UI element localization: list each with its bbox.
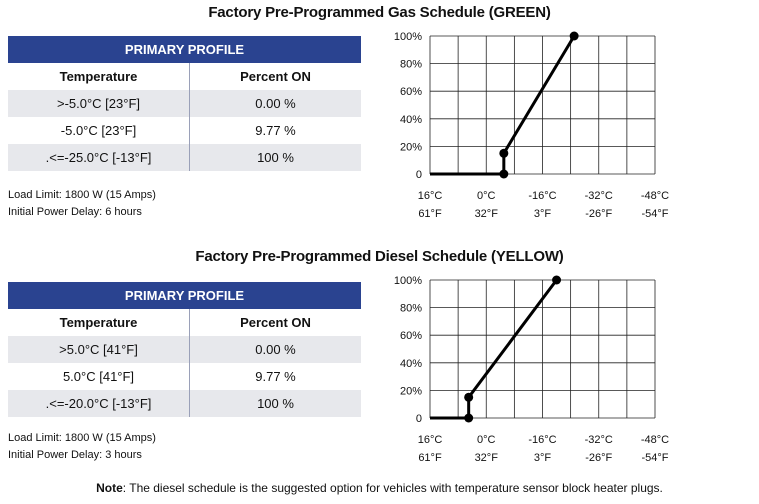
grid: [429, 35, 656, 175]
x-tick-label-celsius: 16°C: [418, 190, 443, 202]
temperature-cell: -5.0°C [23°F]: [8, 117, 190, 144]
x-tick-label-celsius: -32°C: [585, 190, 613, 202]
table-row: .<=-20.0°C [-13°F] 100 %: [8, 390, 361, 417]
gas-schedule-chart: 0 20% 40% 60% 80% 100% 16°C 0°C -16°C -32°C -48°C 6…: [394, 31, 669, 220]
series-line: [430, 35, 576, 176]
x-tick-label-celsius: -48°C: [641, 190, 669, 202]
data-point: [499, 148, 509, 158]
y-tick-label: 0: [416, 169, 422, 181]
y-tick-label: 80%: [400, 303, 422, 315]
x-tick-label-fahrenheit: 32°F: [475, 452, 499, 464]
temperature-cell: >-5.0°C [23°F]: [8, 90, 190, 117]
table-row: >-5.0°C [23°F] 0.00 %: [8, 90, 361, 117]
diesel-col-percent: Percent ON: [189, 309, 361, 336]
x-tick-label-fahrenheit: 3°F: [534, 208, 552, 220]
y-tick-label: 0: [416, 413, 422, 425]
gas-col-percent: Percent ON: [189, 63, 361, 90]
diesel-power-delay: Initial Power Delay: 3 hours: [8, 449, 142, 461]
data-point: [499, 169, 509, 179]
data-point: [464, 413, 474, 423]
footnote-text: : The diesel schedule is the suggested o…: [122, 481, 663, 495]
gas-notes: Load Limit: 1800 W (15 Amps) Initial Pow…: [8, 187, 156, 221]
series-line: [430, 279, 558, 420]
temperature-cell: .<=-20.0°C [-13°F]: [8, 390, 190, 417]
diesel-profile-header: PRIMARY PROFILE: [8, 282, 361, 309]
table-row: 5.0°C [41°F] 9.77 %: [8, 363, 361, 390]
x-tick-label-celsius: -16°C: [528, 190, 556, 202]
x-tick-label-celsius: -32°C: [585, 434, 613, 446]
table-row: .<=-25.0°C [-13°F] 100 %: [8, 144, 361, 171]
temperature-cell: .<=-25.0°C [-13°F]: [8, 144, 190, 171]
gas-col-temperature: Temperature: [8, 63, 190, 90]
x-tick-label-celsius: -48°C: [641, 434, 669, 446]
diesel-load-limit: Load Limit: 1800 W (15 Amps): [8, 432, 156, 444]
percent-cell: 0.00 %: [189, 336, 361, 363]
footnote-label: Note: [96, 481, 123, 495]
percent-cell: 100 %: [189, 390, 361, 417]
gas-profile-header: PRIMARY PROFILE: [8, 36, 361, 63]
percent-cell: 9.77 %: [255, 123, 296, 138]
x-tick-label-fahrenheit: 32°F: [475, 208, 499, 220]
x-tick-label-fahrenheit: 3°F: [534, 452, 552, 464]
y-tick-label: 20%: [400, 385, 422, 397]
percent-cell: 100 %: [189, 144, 361, 171]
gas-schedule-title: Factory Pre-Programmed Gas Schedule (GRE…: [208, 4, 551, 21]
x-tick-label-celsius: -16°C: [528, 434, 556, 446]
x-tick-label-fahrenheit: -26°F: [585, 452, 612, 464]
x-tick-label-fahrenheit: -54°F: [641, 208, 668, 220]
diesel-profile-table: PRIMARY PROFILE Temperature Percent ON >…: [8, 282, 361, 417]
gas-load-limit: Load Limit: 1800 W (15 Amps): [8, 189, 156, 201]
x-tick-label-celsius: 0°C: [477, 434, 496, 446]
grid: [429, 279, 656, 419]
y-tick-label: 60%: [400, 330, 422, 342]
y-tick-label: 100%: [394, 31, 422, 43]
y-tick-label: 40%: [400, 358, 422, 370]
x-tick-label-celsius: 16°C: [418, 434, 443, 446]
footnote: Note: The diesel schedule is the suggest…: [0, 481, 759, 495]
x-tick-label-fahrenheit: 61°F: [418, 208, 442, 220]
percent-cell: 0.00 %: [189, 90, 361, 117]
percent-cell: 9.77 %: [255, 369, 296, 384]
x-tick-label-celsius: 0°C: [477, 190, 496, 202]
temperature-cell: 5.0°C [41°F]: [8, 363, 190, 390]
data-point: [569, 31, 579, 41]
gas-profile-table: PRIMARY PROFILE Temperature Percent ON >…: [8, 36, 361, 171]
y-tick-label: 20%: [400, 141, 422, 153]
x-tick-label-fahrenheit: -26°F: [585, 208, 612, 220]
y-tick-label: 100%: [394, 275, 422, 287]
table-row: >5.0°C [41°F] 0.00 %: [8, 336, 361, 363]
diesel-schedule-title: Factory Pre-Programmed Diesel Schedule (…: [195, 248, 564, 265]
temperature-cell: >5.0°C [41°F]: [8, 336, 190, 363]
diesel-notes: Load Limit: 1800 W (15 Amps) Initial Pow…: [8, 430, 156, 464]
x-tick-label-fahrenheit: 61°F: [418, 452, 442, 464]
diesel-col-temperature: Temperature: [8, 309, 190, 336]
y-tick-label: 80%: [400, 59, 422, 71]
y-tick-label: 60%: [400, 86, 422, 98]
y-tick-label: 40%: [400, 114, 422, 126]
table-row: -5.0°C [23°F] 9.77 %: [8, 117, 361, 144]
x-tick-label-fahrenheit: -54°F: [641, 452, 668, 464]
gas-power-delay: Initial Power Delay: 6 hours: [8, 206, 142, 218]
data-point: [552, 275, 562, 285]
diesel-schedule-chart: 0 20% 40% 60% 80% 100% 16°C 0°C -16°C -32°C -48°C 6…: [394, 275, 669, 464]
data-point: [464, 392, 474, 402]
